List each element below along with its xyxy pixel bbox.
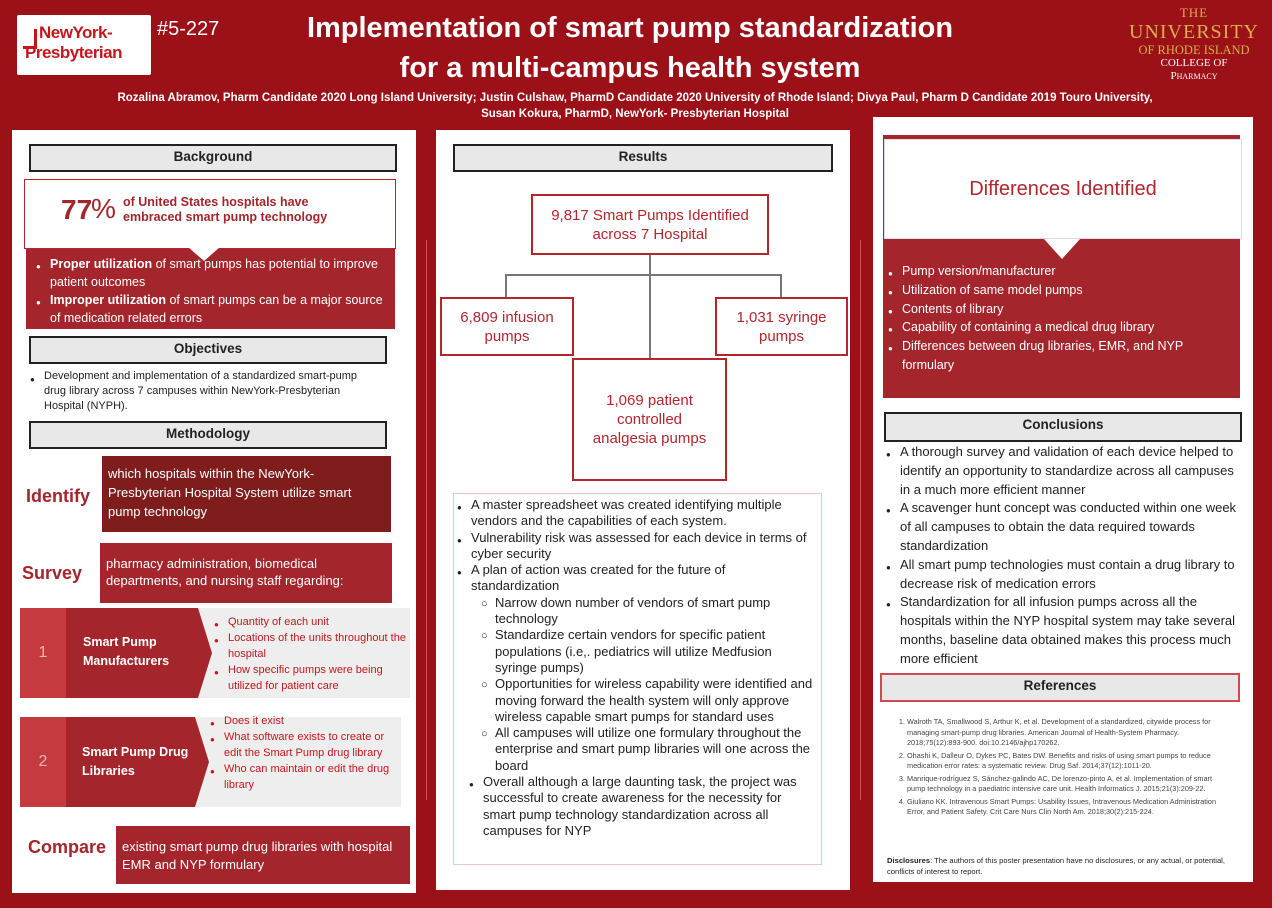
- conclusions-heading: Conclusions: [884, 412, 1242, 442]
- step1-item: Locations of the units throughout the ho…: [214, 630, 406, 662]
- result-subitem: Opportunities for wireless capability we…: [481, 676, 817, 725]
- background-bullet-2: Improper utilization of smart pumps can …: [36, 291, 385, 327]
- step1-item: How specific pumps were being utilized f…: [214, 662, 406, 694]
- reference-item: Manrique-rodríguez S, Sánchez-galindo AC…: [907, 774, 1231, 795]
- infusion-pumps-box: 6,809 infusion pumps: [440, 297, 574, 356]
- conclusions-list: A thorough survey and validation of each…: [886, 443, 1242, 669]
- result-item: A plan of action was created for the fut…: [457, 562, 817, 774]
- survey-label: Survey: [22, 563, 83, 583]
- background-bullets: Proper utilization of smart pumps has po…: [26, 249, 395, 329]
- objectives-heading: Objectives: [29, 336, 387, 364]
- step1-list: Quantity of each unit Locations of the u…: [214, 614, 406, 694]
- nyp-logo-mark-icon: [23, 29, 37, 49]
- difference-item: Pump version/manufacturer: [888, 262, 1233, 284]
- step1-title: Smart Pump Manufacturers: [83, 635, 170, 668]
- results-text-box: A master spreadsheet was created identif…: [453, 493, 822, 865]
- poster-title: Implementation of smart pump standardiza…: [240, 8, 1020, 88]
- nyp-logo: NewYork- Presbyterian: [17, 15, 151, 75]
- result-item: A master spreadsheet was created identif…: [457, 497, 817, 530]
- flow-connector: [649, 274, 651, 358]
- syringe-pumps-box: 1,031 syringe pumps: [715, 297, 848, 356]
- step1-item: Quantity of each unit: [214, 614, 406, 633]
- difference-item: Contents of library: [888, 300, 1233, 322]
- references-list: Walroth TA, Smallwood S, Arthur K, et al…: [891, 717, 1231, 818]
- objectives-list: Development and implementation of a stan…: [30, 369, 375, 414]
- result-item: Overall although a large daunting task, …: [469, 774, 817, 839]
- step2-title: Smart Pump Drug Libraries: [82, 745, 189, 778]
- title-line1: Implementation of smart pump standardiza…: [306, 12, 954, 44]
- step2-list: Does it exist What software exists to cr…: [210, 713, 390, 793]
- step2-item: What software exists to create or edit t…: [210, 729, 390, 761]
- step2-item: Does it exist: [210, 713, 390, 732]
- reference-item: Ohashi K, Dalleur O, Dykes PC, Bates DW.…: [907, 751, 1231, 772]
- down-arrow-icon: [1044, 239, 1080, 259]
- poster-id: #5-227: [157, 18, 220, 40]
- uri-line4: COLLEGE OF: [1160, 57, 1228, 69]
- authors: Rozalina Abramov, Pharm Candidate 2020 L…: [110, 90, 1160, 122]
- stat-unit: %: [91, 193, 116, 224]
- flow-connector: [505, 274, 782, 276]
- differences-list: Pump version/manufacturer Utilization of…: [888, 262, 1233, 375]
- conclusion-item: A scavenger hunt concept was conducted w…: [886, 499, 1242, 555]
- authors-line2: Susan Kokura, PharmD, NewYork- Presbyter…: [481, 108, 789, 120]
- uri-line3: OF RHODE ISLAND: [1138, 43, 1250, 57]
- flow-connector: [649, 255, 651, 275]
- flow-connector: [505, 274, 507, 298]
- compare-box: existing smart pump drug libraries with …: [116, 826, 410, 884]
- differences-heading: Differences Identified: [884, 139, 1242, 239]
- step1-number: 1: [20, 608, 66, 698]
- step1-chevron: [66, 608, 212, 698]
- authors-line1: Rozalina Abramov, Pharm Candidate 2020 L…: [117, 92, 1153, 104]
- difference-item: Utilization of same model pumps: [888, 281, 1233, 303]
- conclusion-item: All smart pump technologies must contain…: [886, 556, 1242, 594]
- uri-logo: THE UNIVERSITY OF RHODE ISLAND COLLEGE O…: [1120, 5, 1268, 83]
- background-heading: Background: [29, 144, 397, 172]
- step2-item: Who can maintain or edit the drug librar…: [210, 761, 390, 793]
- result-subitem: All campuses will utilize one formulary …: [481, 725, 817, 774]
- nyp-logo-line1: NewYork-: [39, 23, 113, 42]
- disclosures-text: : The authors of this poster presentatio…: [887, 856, 1225, 876]
- result-item: Vulnerability risk was assessed for each…: [457, 530, 817, 563]
- disclosures-label: Disclosures: [887, 856, 931, 865]
- identify-label: Identify: [26, 486, 91, 506]
- uri-line2: UNIVERSITY: [1129, 21, 1259, 43]
- compare-label: Compare: [28, 837, 107, 857]
- result-subitem: Narrow down number of vendors of smart p…: [481, 595, 817, 628]
- uri-line5: Pharmacy: [1170, 70, 1218, 82]
- survey-box: pharmacy administration, biomedical depa…: [100, 543, 392, 603]
- difference-item: Capability of containing a medical drug …: [888, 318, 1233, 340]
- stat-box: 77 % of United States hospitals have emb…: [24, 179, 396, 249]
- objective-item: Development and implementation of a stan…: [30, 369, 375, 414]
- conclusion-item: A thorough survey and validation of each…: [886, 443, 1242, 499]
- title-line2: for a multi-campus health system: [399, 52, 861, 84]
- results-heading: Results: [453, 144, 833, 172]
- background-bullet-1: Proper utilization of smart pumps has po…: [36, 255, 385, 291]
- stat-number: 77: [61, 194, 93, 225]
- result-subitem: Standardize certain vendors for specific…: [481, 627, 817, 676]
- down-arrow-icon: [188, 247, 220, 261]
- disclosures: Disclosures: The authors of this poster …: [887, 856, 1247, 877]
- divider-right: [860, 240, 861, 800]
- flow-connector: [780, 274, 782, 298]
- step2-chevron: [66, 717, 209, 807]
- total-pumps-box: 9,817 Smart Pumps Identified across 7 Ho…: [531, 194, 769, 255]
- reference-item: Giuliano KK. Intravenous Smart Pumps: Us…: [907, 797, 1231, 818]
- pca-pumps-box: 1,069 patient controlled analgesia pumps: [572, 358, 727, 481]
- uri-line1: THE: [1179, 5, 1209, 20]
- conclusion-item: Standardization for all infusion pumps a…: [886, 593, 1242, 668]
- nyp-logo-line2: Presbyterian: [25, 43, 123, 62]
- step2-number: 2: [20, 717, 66, 807]
- methodology-heading: Methodology: [29, 421, 387, 449]
- divider-left: [426, 240, 427, 800]
- difference-item: Differences between drug libraries, EMR,…: [888, 337, 1233, 375]
- stat-text: of United States hospitals have embraced…: [123, 195, 328, 224]
- references-heading: References: [880, 673, 1240, 702]
- identify-box: which hospitals within the NewYork-Presb…: [102, 456, 391, 532]
- reference-item: Walroth TA, Smallwood S, Arthur K, et al…: [907, 717, 1231, 749]
